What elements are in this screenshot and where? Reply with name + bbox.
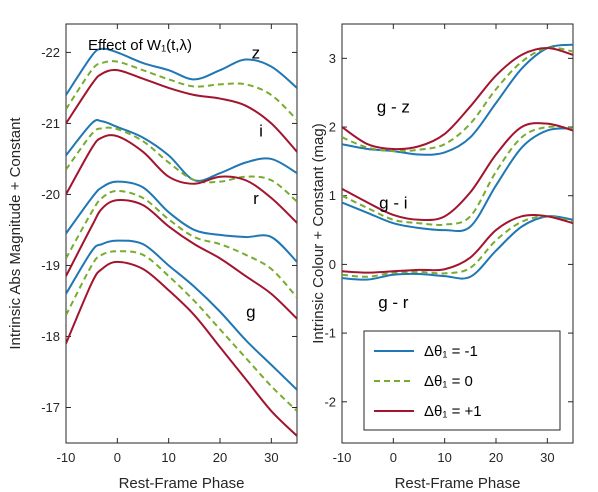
y-tick-label: -1 xyxy=(324,326,336,341)
x-tick-label: 30 xyxy=(540,450,554,465)
band-label: g xyxy=(246,303,255,322)
series-line-g-i-4 xyxy=(342,125,573,226)
magnitude-panel: -10 0 10 20 30 -17 -18 -19 -20 -21 -22 Rest-Frame P… xyxy=(7,23,298,492)
legend-label: Δθ₁ = -1 xyxy=(424,343,478,360)
legend-label: Δθ₁ = 0 xyxy=(424,373,473,390)
x-tick-label: -10 xyxy=(57,450,76,465)
band-label: g - z xyxy=(377,97,410,116)
band-label: i xyxy=(259,122,263,141)
plot-frame xyxy=(341,23,574,444)
y-tick-label: -2 xyxy=(324,394,336,409)
series-group xyxy=(342,43,573,281)
series-line-g-11 xyxy=(66,260,297,437)
y-tick-label: 2 xyxy=(329,120,336,135)
y-tick-label: 0 xyxy=(329,257,336,272)
y-tick-label: -22 xyxy=(41,45,60,60)
x-axis-label: Rest-Frame Phase xyxy=(119,475,245,492)
y-tick-label: 1 xyxy=(329,188,336,203)
series-line-g-z-2 xyxy=(342,47,573,151)
y-tick-label: -21 xyxy=(41,116,60,131)
y-tick-label: -19 xyxy=(41,258,60,273)
x-tick-label: 30 xyxy=(264,450,278,465)
y-tick-label: -20 xyxy=(41,187,60,202)
x-axis-label: Rest-Frame Phase xyxy=(395,475,521,492)
x-tick-label: 20 xyxy=(213,450,227,465)
x-tick-label: 20 xyxy=(489,450,503,465)
series-line-g-r-6 xyxy=(342,215,573,281)
series-line-z-1 xyxy=(66,60,297,121)
annotation-text: Effect of W₁(t,λ) xyxy=(88,37,192,54)
legend: Δθ₁ = -1 Δθ₁ = 0 Δθ₁ = +1 xyxy=(363,330,561,431)
series-line-g-i-5 xyxy=(342,122,573,221)
plot-frame xyxy=(65,23,298,444)
series-line-z-2 xyxy=(66,68,297,153)
y-tick-label: -18 xyxy=(41,329,60,344)
y-tick-label: -17 xyxy=(41,400,60,415)
series-line-r-8 xyxy=(66,198,297,320)
y-tick-label: 3 xyxy=(329,51,336,66)
band-label: g - r xyxy=(378,293,409,312)
series-line-g-z-1 xyxy=(342,46,573,153)
series-line-g-i-3 xyxy=(342,127,573,233)
y-axis-label: Intrinsic Abs Magnitude + Constant xyxy=(7,117,24,350)
y-axis-label: Intrinsic Colour + Constant (mag) xyxy=(310,123,327,344)
legend-label: Δθ₁ = +1 xyxy=(424,403,482,420)
series-line-g-10 xyxy=(66,250,297,412)
x-tick-label: -10 xyxy=(333,450,352,465)
series-line-z-0 xyxy=(66,47,297,96)
series-line-g-r-8 xyxy=(342,214,573,274)
series-line-i-5 xyxy=(66,134,297,224)
series-group xyxy=(66,47,297,437)
x-tick-label: 10 xyxy=(437,450,451,465)
band-label: z xyxy=(252,43,261,62)
series-line-i-3 xyxy=(66,119,297,182)
series-line-g-r-7 xyxy=(342,215,573,278)
x-tick-label: 0 xyxy=(114,450,121,465)
series-line-r-6 xyxy=(66,180,297,263)
band-label: g - i xyxy=(379,194,407,213)
series-line-i-4 xyxy=(66,126,297,203)
series-line-r-7 xyxy=(66,189,297,299)
series-line-g-9 xyxy=(66,239,297,391)
band-label: r xyxy=(253,189,259,208)
x-tick-label: 10 xyxy=(161,450,175,465)
x-tick-label: 0 xyxy=(390,450,397,465)
